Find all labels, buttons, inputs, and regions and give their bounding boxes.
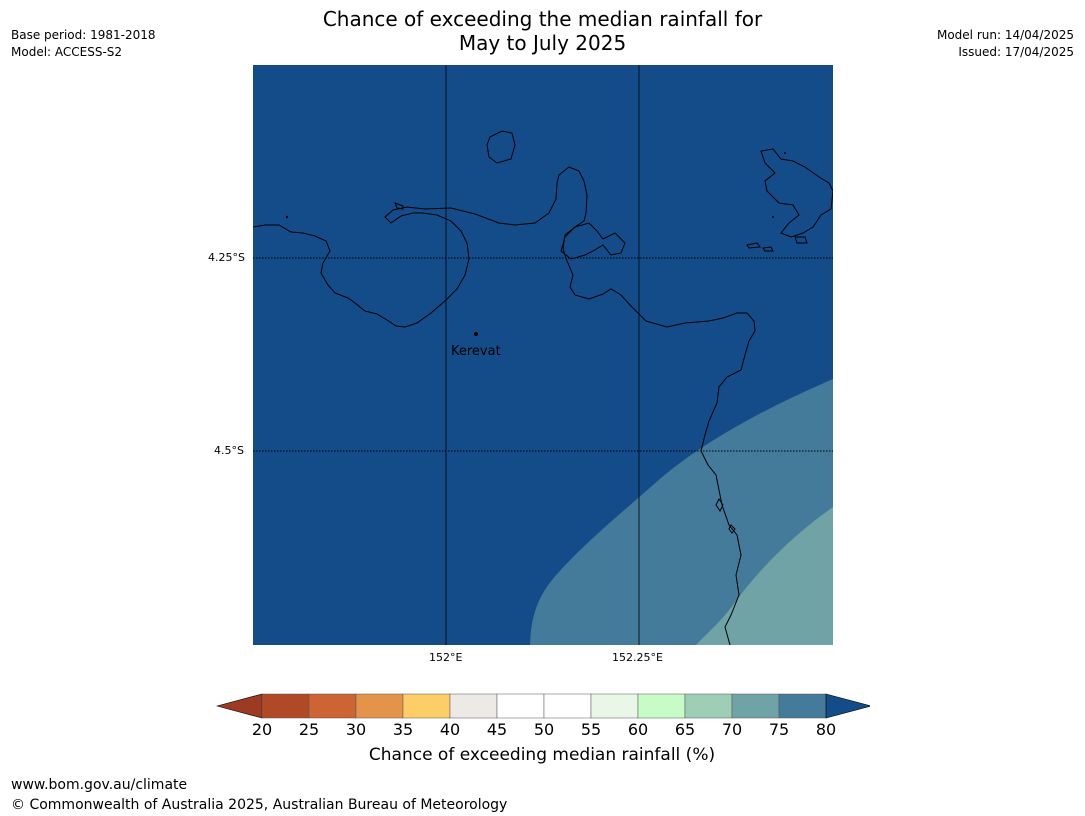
rainfall-map: Kerevat bbox=[253, 65, 833, 645]
meta-right: Model run: 14/04/2025 Issued: 17/04/2025 bbox=[937, 27, 1074, 61]
islet-west bbox=[394, 202, 404, 210]
islet-northeast bbox=[746, 236, 808, 252]
colorbar bbox=[216, 693, 870, 719]
island-duke-of-york bbox=[486, 130, 516, 164]
colorbar-segment bbox=[355, 693, 404, 719]
colorbar-segment bbox=[496, 693, 545, 719]
model-name: Model: ACCESS-S2 bbox=[11, 45, 123, 59]
colorbar-segment bbox=[261, 693, 310, 719]
lon-label-152: 152°E bbox=[429, 651, 463, 664]
islet-east-2 bbox=[728, 524, 736, 534]
colorbar-tick-label: 35 bbox=[392, 720, 414, 739]
kerevat-label: Kerevat bbox=[451, 344, 501, 359]
meta-left: Base period: 1981-2018 Model: ACCESS-S2 bbox=[11, 27, 156, 61]
footer: www.bom.gov.au/climate © Commonwealth of… bbox=[11, 775, 507, 815]
map-canvas: Kerevat bbox=[253, 65, 833, 645]
colorbar-under-arrow bbox=[216, 693, 263, 719]
colorbar-segment bbox=[684, 693, 733, 719]
lat-label-4-5: 4.5°S bbox=[214, 444, 244, 457]
colorbar-tick-label: 40 bbox=[439, 720, 461, 739]
colorbar-tick-label: 45 bbox=[486, 720, 508, 739]
colorbar-tick-label: 75 bbox=[768, 720, 790, 739]
colorbar-segment bbox=[449, 693, 498, 719]
base-period: Base period: 1981-2018 bbox=[11, 28, 156, 42]
colorbar-tick-label: 65 bbox=[674, 720, 696, 739]
footer-url: www.bom.gov.au/climate bbox=[11, 777, 188, 793]
lat-label-4-25: 4.25°S bbox=[208, 251, 245, 264]
colorbar-tick-label: 70 bbox=[721, 720, 743, 739]
islet-dot-2 bbox=[784, 152, 786, 154]
model-run: Model run: 14/04/2025 bbox=[936, 28, 1074, 42]
colorbar-segment bbox=[778, 693, 827, 719]
colorbar-tick-label: 50 bbox=[533, 720, 555, 739]
map-title-line1: Chance of exceeding the median rainfall … bbox=[322, 7, 763, 31]
colorbar-tick-label: 25 bbox=[298, 720, 320, 739]
map-title: Chance of exceeding the median rainfall … bbox=[0, 7, 1085, 55]
map-title-line2: May to July 2025 bbox=[458, 31, 627, 55]
colorbar-tick-label: 80 bbox=[815, 720, 837, 739]
lon-label-152-25: 152.25°E bbox=[612, 651, 663, 664]
issued-date: Issued: 17/04/2025 bbox=[958, 45, 1074, 59]
zone-65-70 bbox=[696, 507, 833, 645]
colorbar-segment bbox=[308, 693, 357, 719]
colorbar-tick-label: 60 bbox=[627, 720, 649, 739]
colorbar-segment bbox=[543, 693, 592, 719]
islet-dot bbox=[285, 215, 289, 219]
islet-dot-3 bbox=[772, 216, 774, 218]
colorbar-segment bbox=[402, 693, 451, 719]
colorbar-segment bbox=[637, 693, 686, 719]
colorbar-tick-label: 30 bbox=[345, 720, 367, 739]
coastline-bay bbox=[560, 222, 626, 260]
footer-copyright: © Commonwealth of Australia 2025, Austra… bbox=[11, 797, 508, 813]
colorbar-tick-label: 20 bbox=[251, 720, 273, 739]
coastline-new-ireland bbox=[760, 148, 833, 238]
coastline-main bbox=[253, 166, 756, 645]
colorbar-over-arrow bbox=[825, 693, 870, 719]
colorbar-segment bbox=[590, 693, 639, 719]
colorbar-tick-label: 55 bbox=[580, 720, 602, 739]
islet-east-1 bbox=[715, 498, 724, 512]
colorbar-label: Chance of exceeding median rainfall (%) bbox=[368, 745, 716, 765]
colorbar-segment bbox=[731, 693, 780, 719]
kerevat-marker bbox=[474, 332, 478, 336]
